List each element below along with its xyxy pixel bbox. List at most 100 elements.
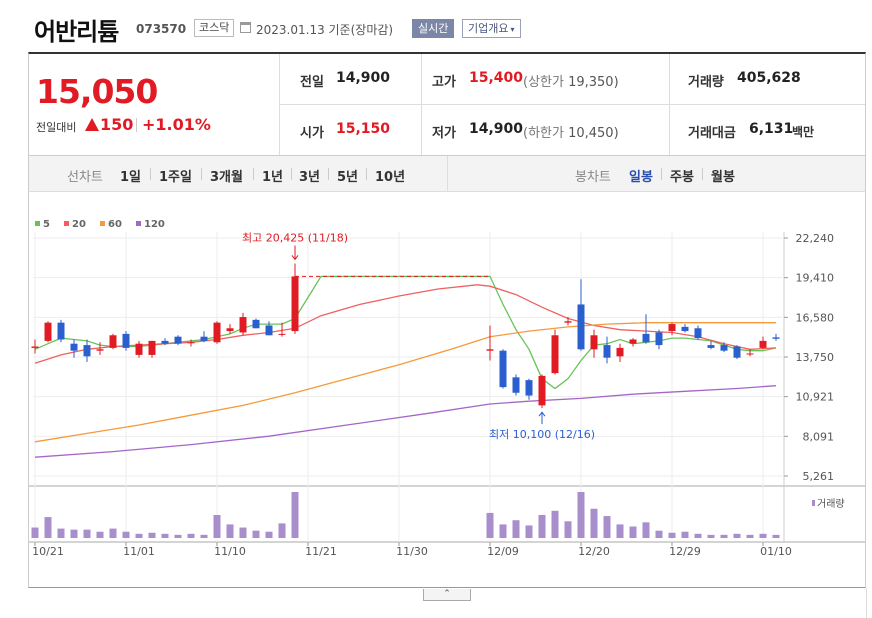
amount-unit: 백만 bbox=[792, 125, 815, 139]
change-label: 전일대비 bbox=[36, 121, 77, 134]
volume-bar bbox=[525, 525, 533, 538]
stock-code: 073570 bbox=[136, 22, 187, 36]
current-price: 15,050 bbox=[36, 72, 158, 111]
chart-area: 22,240 19,410 16,580 13,750 10,921 8,091 5,261… bbox=[28, 192, 866, 588]
collapse-button[interactable]: ⌃ bbox=[423, 589, 471, 601]
candle-body bbox=[31, 346, 39, 348]
volume-label: 거래량 bbox=[688, 75, 724, 90]
volume-bar bbox=[31, 527, 39, 538]
candle-body bbox=[174, 336, 182, 344]
change-percent: +1.01% bbox=[142, 115, 211, 134]
candle-body bbox=[707, 345, 715, 348]
candle-body bbox=[109, 335, 117, 348]
volume-bar bbox=[109, 528, 117, 538]
candle-body bbox=[213, 322, 221, 343]
volume-label: 거래량 bbox=[817, 498, 845, 510]
legend-label: 20 bbox=[72, 219, 86, 230]
volume-legend-swatch bbox=[812, 500, 815, 506]
legend-swatch bbox=[100, 221, 105, 226]
low-annotation: 최저 10,100 (12/16) bbox=[489, 428, 595, 441]
volume-bar bbox=[213, 515, 221, 538]
tab-5year[interactable]: 5년 bbox=[337, 170, 359, 185]
volume-bar bbox=[577, 492, 585, 538]
reference-date: 2023.01.13 기준(장마감) bbox=[256, 23, 394, 37]
divider bbox=[447, 156, 448, 191]
candle-body bbox=[252, 319, 260, 329]
volume-bar bbox=[252, 530, 260, 538]
up-triangle-icon bbox=[85, 118, 99, 131]
volume-bar bbox=[187, 533, 195, 538]
y-tick-label: 10,921 bbox=[796, 391, 835, 404]
candle-body bbox=[83, 345, 91, 357]
legend-swatch bbox=[64, 221, 69, 226]
tab-3year[interactable]: 3년 bbox=[299, 170, 321, 185]
x-tick-label: 11/10 bbox=[214, 545, 246, 558]
divider bbox=[279, 104, 865, 105]
volume-bar bbox=[486, 512, 494, 538]
tab-1day[interactable]: 1일 bbox=[120, 170, 142, 185]
volume-bar bbox=[538, 515, 546, 538]
candle-body bbox=[122, 333, 130, 348]
volume-bar bbox=[265, 531, 273, 538]
chevron-down-icon: ▾ bbox=[510, 25, 515, 34]
candle-body bbox=[161, 340, 169, 344]
y-tick-label: 5,261 bbox=[803, 470, 835, 483]
candle-body bbox=[44, 322, 52, 341]
y-tick-label: 16,580 bbox=[796, 311, 835, 324]
tab-1week[interactable]: 1주일 bbox=[159, 170, 192, 185]
volume-bar bbox=[200, 534, 208, 538]
realtime-button[interactable]: 실시간 bbox=[412, 19, 455, 38]
volume-bar bbox=[57, 528, 65, 538]
candle-body bbox=[57, 322, 65, 340]
candlestick-chart[interactable]: 22,240 19,410 16,580 13,750 10,921 8,091 5,261… bbox=[29, 192, 865, 588]
open-value: 15,150 bbox=[336, 121, 391, 137]
candle-chart-label: 봉차트 bbox=[575, 170, 611, 185]
tab-1year[interactable]: 1년 bbox=[262, 170, 284, 185]
volume-bar bbox=[772, 534, 780, 538]
x-tick-label: 12/29 bbox=[669, 545, 701, 558]
upper-limit-label: (상한가 bbox=[523, 75, 564, 90]
lower-limit-value: 10,450) bbox=[568, 126, 619, 141]
volume-bar bbox=[642, 522, 650, 538]
candle-body bbox=[512, 377, 520, 393]
volume-bar bbox=[226, 524, 234, 538]
candle-body bbox=[720, 345, 728, 351]
ma60-line bbox=[34, 322, 776, 443]
chart-tabs: 선차트 1일 1주일 3개월 1년 3년 5년 10년 봉차트 일봉 주봉 월봉 bbox=[28, 156, 866, 192]
tab-monthly[interactable]: 월봉 bbox=[711, 170, 735, 185]
amount-value: 6,131 bbox=[749, 121, 794, 137]
candle-body bbox=[551, 335, 559, 374]
volume-bar bbox=[148, 532, 156, 538]
volume-bar bbox=[720, 534, 728, 538]
low-value: 14,900 bbox=[469, 121, 524, 137]
volume-bar bbox=[499, 524, 507, 538]
upper-limit: (상한가 19,350) bbox=[523, 71, 619, 90]
tab-3month[interactable]: 3개월 bbox=[210, 170, 243, 185]
stock-header: 어반리튬 073570 코스닥 2023.01.13 기준(장마감) 실시간 기… bbox=[0, 0, 872, 50]
candle-body bbox=[772, 337, 780, 339]
legend-swatch bbox=[35, 221, 40, 226]
high-annotation: 최고 20,425 (11/18) bbox=[242, 231, 348, 244]
x-tick-label: 11/30 bbox=[396, 545, 428, 558]
candle-body bbox=[226, 328, 234, 332]
volume-bar bbox=[161, 533, 169, 538]
candle-body bbox=[135, 343, 143, 355]
candle-body bbox=[616, 347, 624, 357]
volume-bar bbox=[759, 533, 767, 538]
volume-bar bbox=[616, 524, 624, 538]
company-overview-button[interactable]: 기업개요 ▾ bbox=[462, 19, 521, 38]
lower-limit-label: (하한가 bbox=[523, 126, 564, 141]
legend-label: 60 bbox=[108, 219, 122, 230]
volume-bar bbox=[239, 527, 247, 538]
tab-weekly[interactable]: 주봉 bbox=[670, 170, 694, 185]
volume-bar bbox=[70, 529, 78, 538]
x-tick-label: 11/01 bbox=[123, 545, 155, 558]
divider bbox=[291, 168, 292, 180]
ma120-line bbox=[34, 385, 777, 458]
tab-daily[interactable]: 일봉 bbox=[629, 170, 653, 185]
volume-bar bbox=[707, 534, 715, 538]
tab-10year[interactable]: 10년 bbox=[375, 170, 406, 185]
legend-swatch bbox=[136, 221, 141, 226]
volume-value: 405,628 bbox=[737, 70, 801, 86]
